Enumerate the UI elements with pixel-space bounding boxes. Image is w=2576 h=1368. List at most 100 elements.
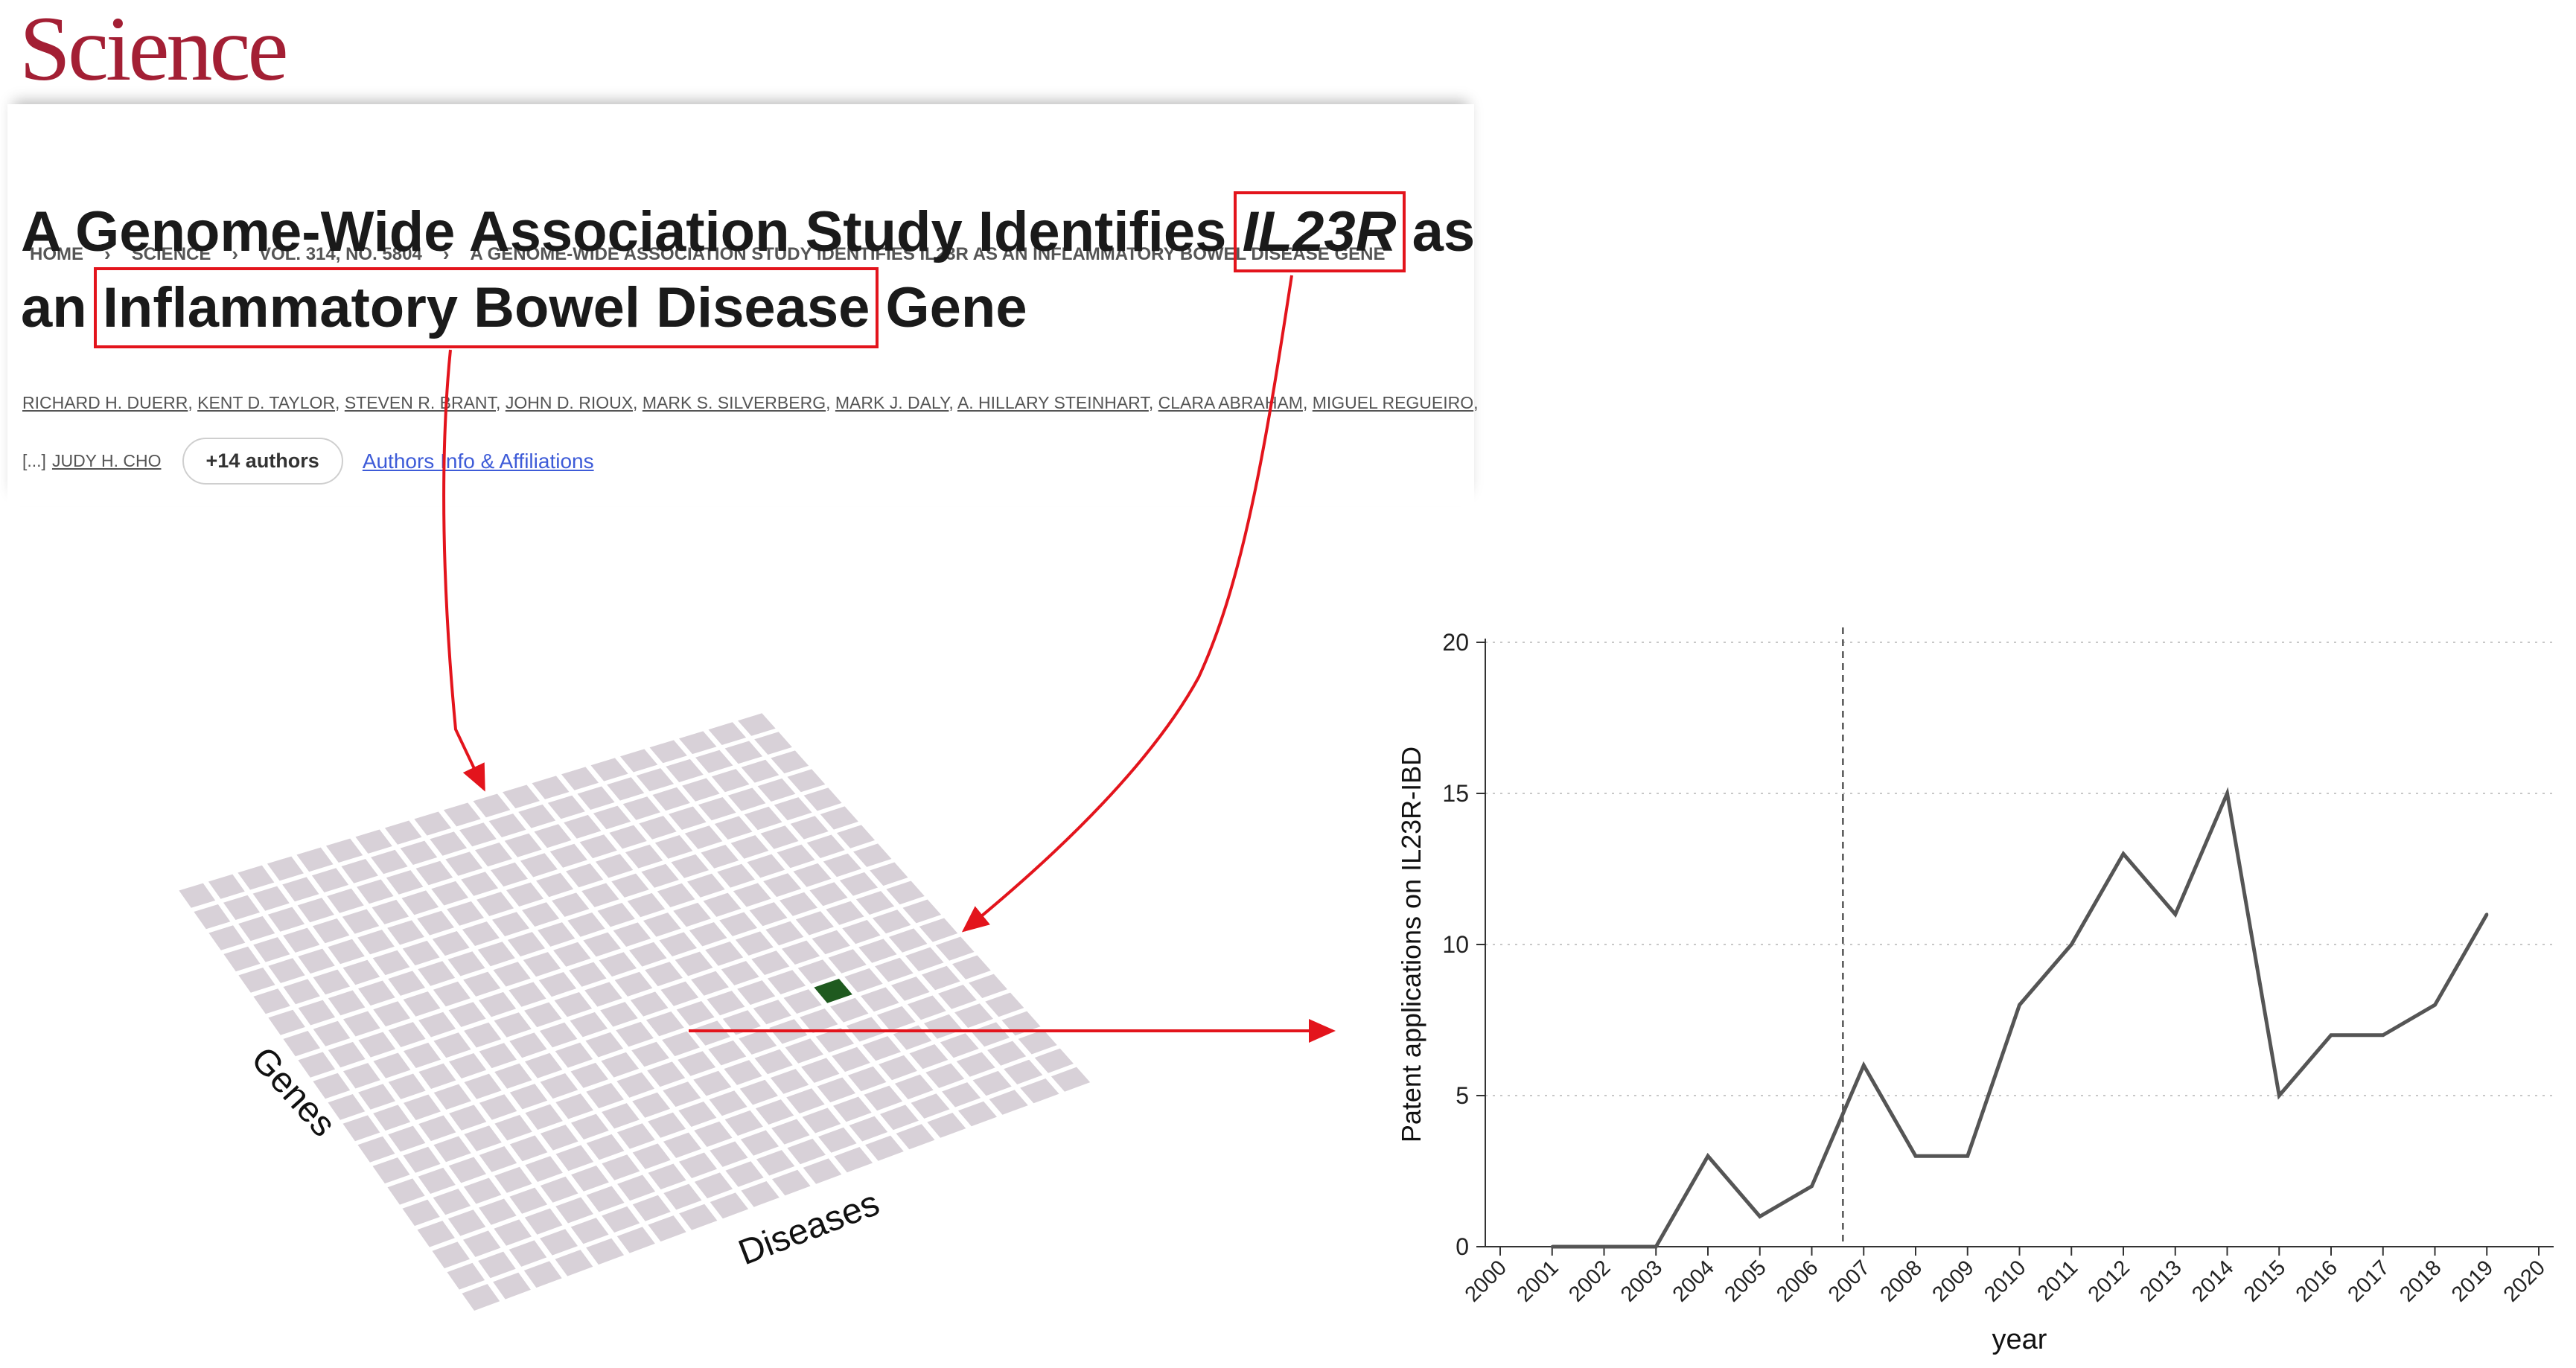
grid-cell (525, 1156, 563, 1182)
chevron-right-icon: › (442, 243, 450, 265)
grid-cell (865, 1135, 904, 1161)
grid-cell (956, 1052, 995, 1077)
grid-cell (518, 804, 556, 828)
grid-cell (418, 1063, 456, 1089)
grid-cell (553, 942, 591, 967)
grid-cell (809, 882, 848, 907)
grid-cell (597, 903, 635, 927)
grid-cell (208, 874, 245, 899)
grid-cell (806, 834, 845, 858)
breadcrumb-issue[interactable]: VOL. 314, NO. 5804 (259, 243, 422, 264)
data-point (1862, 1064, 1866, 1067)
breadcrumb-home[interactable]: HOME (30, 243, 83, 264)
grid-cell (415, 860, 453, 886)
grid-cell (585, 1032, 624, 1058)
grid-cell (595, 854, 634, 878)
grid-cell (586, 1186, 625, 1212)
grid-cell (907, 995, 946, 1020)
grid-cell (564, 814, 602, 839)
authors-ellipsis[interactable]: [...] (22, 451, 46, 470)
grid-cell (675, 951, 713, 977)
author-link[interactable]: JOHN D. RIOUX (505, 393, 634, 412)
author-list-row2: [...] JUDY H. CHO +14 authors Authors In… (22, 438, 594, 485)
title-text: A Genome-Wide Association Study Identifi… (21, 200, 1243, 263)
author-link[interactable]: MIGUEL REGUEIRO (1312, 393, 1474, 412)
grid-cell (372, 899, 409, 924)
grid-cell (923, 1014, 963, 1039)
grid-cell (611, 873, 649, 898)
grid-cell (430, 831, 468, 856)
grid-cell (493, 962, 531, 987)
grid-cell (719, 912, 758, 936)
author-link[interactable]: JUDY H. CHO (51, 451, 162, 470)
grid-cell (735, 931, 774, 956)
grid-cell (701, 845, 739, 869)
grid-cell (707, 991, 745, 1016)
grid-cell (328, 939, 365, 965)
grid-cell (739, 1029, 777, 1055)
data-point (1654, 1245, 1658, 1248)
grid-cell (313, 1073, 351, 1099)
x-tick-label: 2002 (1564, 1256, 1615, 1306)
grid-cell (886, 880, 925, 905)
grid-cell (927, 1113, 966, 1138)
breadcrumb-science[interactable]: SCIENCE (131, 243, 211, 264)
x-tick-label: 2019 (2447, 1256, 2498, 1306)
grid-cell (593, 805, 631, 830)
grid-cell (581, 883, 619, 907)
grid-cell (208, 925, 246, 950)
grid-cell (461, 872, 499, 896)
grid-cell (433, 1136, 471, 1163)
grid-cell (298, 1052, 336, 1078)
data-point (2225, 792, 2229, 795)
author-link[interactable]: KENT D. TAYLOR (197, 393, 336, 412)
grid-cell (770, 1069, 809, 1094)
grid-cell (555, 1197, 593, 1224)
grid-cell (678, 1102, 717, 1127)
data-point (2433, 1003, 2437, 1007)
grid-cell (523, 1261, 562, 1288)
x-tick-label: 2000 (1461, 1256, 1511, 1306)
grid-cell (342, 909, 380, 934)
grid-cell (714, 816, 753, 840)
grid-cell (447, 901, 484, 926)
grid-cell (586, 1238, 625, 1265)
grid-cell (328, 990, 366, 1016)
grid-cell (724, 741, 763, 764)
grid-cell (540, 1073, 578, 1099)
x-tick-label: 2012 (2084, 1256, 2135, 1306)
grid-cell (297, 898, 334, 923)
grid-cell (622, 796, 660, 820)
author-link[interactable]: STEVEN R. BRANT (344, 393, 497, 412)
grid-cell (584, 982, 622, 1007)
grid-cell (571, 1113, 609, 1140)
grid-cell (325, 838, 363, 863)
grid-cell (583, 932, 621, 957)
grid-cell (590, 758, 628, 782)
grid-cell (671, 854, 710, 878)
grid-cell (433, 1189, 471, 1215)
chevron-right-icon: › (232, 243, 239, 265)
author-link[interactable]: RICHARD H. DUERR (22, 393, 188, 412)
grid-cell (709, 1090, 747, 1116)
grid-cell (532, 776, 570, 799)
grid-cell (554, 992, 593, 1017)
author-link[interactable]: MARK S. SILVERBERG (642, 393, 826, 412)
grid-cell (577, 786, 615, 810)
grid-cell (358, 1084, 395, 1110)
affiliations-link[interactable]: Authors Info & Affiliations (362, 449, 594, 473)
grid-cell (836, 825, 876, 848)
grid-cell (772, 1169, 811, 1196)
grid-cell (313, 969, 351, 995)
more-authors-button[interactable]: +14 authors (182, 438, 343, 485)
author-link[interactable]: CLARA ABRAHAM (1158, 393, 1303, 412)
author-link[interactable]: MARK J. DALY (835, 393, 949, 412)
grid-cell (342, 959, 380, 985)
grid-cell (508, 982, 546, 1007)
author-link[interactable]: A. HILLARY STEINHART (957, 393, 1149, 412)
grid-cell (463, 971, 501, 997)
grid-cell (579, 834, 617, 859)
science-logo[interactable]: Science (19, 0, 289, 100)
grid-cell (433, 1084, 471, 1110)
grid-cell (357, 1136, 395, 1163)
